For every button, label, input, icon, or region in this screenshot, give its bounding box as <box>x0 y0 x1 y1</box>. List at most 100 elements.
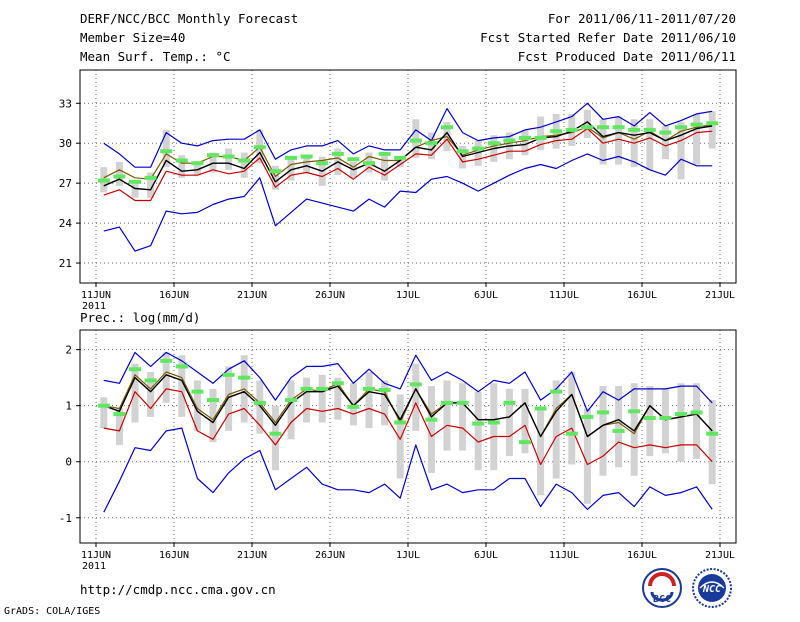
temp-marker <box>285 155 297 160</box>
prec-lower-line <box>103 388 713 466</box>
prec-marker <box>269 431 282 436</box>
prec-box <box>100 397 108 429</box>
prec-box <box>271 405 279 471</box>
temp-marker <box>207 153 219 158</box>
temp-marker <box>363 161 375 166</box>
prec-marker <box>706 431 719 436</box>
prec-box <box>256 380 264 434</box>
prec-marker <box>97 403 110 408</box>
temp-ytick-label: 21 <box>59 257 72 270</box>
prec-box <box>708 400 716 485</box>
temp-xtick-label: 1JUL <box>396 290 420 301</box>
prec-box <box>318 374 326 423</box>
temp-marker <box>191 161 204 166</box>
prec-marker <box>565 431 578 436</box>
prec-box <box>490 383 498 471</box>
temp-marker <box>690 122 703 127</box>
prec-marker <box>441 400 453 405</box>
temp-marker <box>472 146 485 151</box>
temp-marker <box>441 125 453 130</box>
temp-panel-label: Mean Surf. Temp.: °C <box>80 49 231 64</box>
prec-max-line <box>103 351 713 412</box>
temp-marker <box>519 135 531 140</box>
prec-mean-line <box>103 374 713 438</box>
temp-box <box>708 111 716 149</box>
temp-box <box>599 119 607 165</box>
prec-box <box>162 352 170 403</box>
temp-marker <box>503 138 516 143</box>
prec-xtick-label: 11JUN <box>81 550 111 561</box>
temp-marker <box>659 130 672 135</box>
grads-credit: GrADS: COLA/IGES <box>4 606 100 617</box>
ncc-logo: NCC <box>692 568 732 608</box>
prec-box <box>537 408 545 496</box>
temp-ytick-label: 27 <box>59 177 72 190</box>
prec-box <box>349 383 357 426</box>
prec-box <box>677 383 685 462</box>
produced-date: Fcst Produced Date 2011/06/11 <box>518 49 736 64</box>
prec-marker <box>207 398 219 403</box>
temp-marker <box>222 154 235 159</box>
temp-box <box>162 129 170 168</box>
temp-box <box>147 172 155 198</box>
temp-marker <box>565 127 578 132</box>
prec-marker <box>378 387 391 392</box>
precip-panel-label: Prec.: log(mm/d) <box>80 310 200 325</box>
website-url[interactable]: http://cmdp.ncc.cma.gov.cn <box>80 582 276 597</box>
temp-marker <box>300 154 313 159</box>
prec-marker <box>659 416 672 421</box>
prec-marker <box>472 421 485 426</box>
prec-box <box>193 380 201 431</box>
prec-marker <box>394 420 407 425</box>
prec-marker <box>643 416 656 421</box>
prec-marker <box>612 428 625 433</box>
prec-ytick-label: -1 <box>59 512 72 525</box>
temp-marker <box>628 127 641 132</box>
temp-xtick-label: 21JUN <box>237 290 267 301</box>
prec-marker <box>191 389 204 394</box>
prec-marker <box>425 417 438 422</box>
temp-marker <box>581 125 594 130</box>
prec-box <box>599 386 607 476</box>
temp-marker <box>378 151 391 156</box>
prec-box <box>615 386 623 468</box>
temp-max-line <box>103 102 713 168</box>
prec-box <box>427 386 435 473</box>
temp-xtick-label: 6JUL <box>474 290 498 301</box>
temp-marker <box>347 157 360 162</box>
temp-ytick-label: 30 <box>59 137 72 150</box>
temp-marker <box>597 125 609 130</box>
prec-marker <box>331 381 344 386</box>
prec-xtick-label: 16JUN <box>159 550 189 561</box>
prec-box <box>474 391 482 471</box>
prec-box <box>412 363 420 431</box>
temp-mean-line <box>103 121 713 191</box>
prec-marker <box>144 378 157 383</box>
prec-box <box>334 377 342 420</box>
prec-box <box>661 388 669 454</box>
temp-marker <box>409 138 422 143</box>
prec-marker <box>550 389 563 394</box>
ncc-logo-text: NCC <box>702 584 721 595</box>
temp-xtick-label: 16JUL <box>627 290 657 301</box>
prec-box <box>630 383 638 476</box>
prec-xtick-label: 6JUL <box>474 550 498 561</box>
temp-box <box>381 152 389 181</box>
prec-ytick-label: 0 <box>65 456 72 469</box>
prec-box <box>396 394 404 479</box>
temp-marker <box>612 125 625 130</box>
prec-marker <box>675 412 687 417</box>
prec-box <box>147 372 155 417</box>
temp-box <box>240 152 248 178</box>
temp-marker <box>175 158 188 163</box>
prec-marker <box>690 410 703 415</box>
prec-xtick-label: 26JUN <box>315 550 345 561</box>
prec-marker <box>175 364 188 369</box>
temp-box <box>193 161 201 176</box>
temp-box <box>693 113 701 165</box>
temp-box <box>537 116 545 150</box>
prec-marker <box>487 420 500 425</box>
temp-marker <box>487 141 500 146</box>
temp-box <box>225 148 233 170</box>
